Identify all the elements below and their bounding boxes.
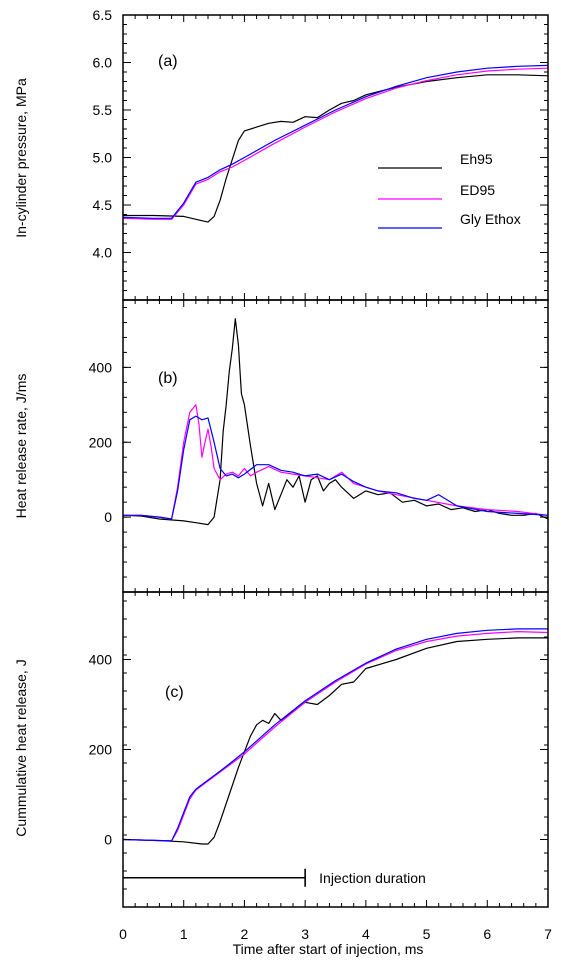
x-tick-label: 6 [483, 926, 491, 942]
y-tick-label: 400 [89, 652, 113, 668]
legend-label: Gly Ethox [460, 211, 521, 227]
series-line-ed95-panel-2 [123, 404, 548, 520]
series-line-eh95-panel-2 [123, 318, 548, 526]
y-axis-label-panel-1: In-cylinder pressure, MPa [13, 78, 29, 238]
axes-layer [122, 14, 549, 908]
series-line-gly-ethox-panel-1 [123, 64, 548, 219]
y-tick-label: 6.5 [93, 7, 113, 23]
series-line-ed95-panel-3 [123, 630, 548, 842]
x-tick-label: 3 [301, 926, 309, 942]
series-layer [123, 64, 548, 845]
y-axis-label-panel-2: Heat release rate, J/ms [13, 374, 29, 519]
text-layer: Time after start of injection, ms 4.0 4.5… [13, 7, 552, 957]
y-tick-label: 4.5 [93, 197, 113, 213]
x-tick-label: 4 [362, 926, 370, 942]
y-tick-label: 4.0 [93, 245, 113, 261]
y-tick-label: 400 [89, 359, 113, 375]
series-line-eh95-panel-3 [123, 637, 548, 845]
y-tick-label: 5.0 [93, 150, 113, 166]
y-tick-label: 5.5 [93, 102, 113, 118]
x-tick-label: 1 [180, 926, 188, 942]
y-tick-label: 6.0 [93, 55, 113, 71]
series-line-ed95-panel-1 [123, 67, 548, 220]
panel-label: (a) [158, 53, 178, 70]
y-axis-label-panel-3: Cummulative heat release, J [13, 659, 29, 836]
y-tick-label: 0 [104, 832, 112, 848]
series-line-gly-ethox-panel-2 [123, 415, 548, 520]
panel-frame-2 [122, 299, 549, 593]
x-tick-label: 5 [423, 926, 431, 942]
y-tick-label: 0 [104, 509, 112, 525]
x-tick-label: 7 [544, 926, 552, 942]
series-line-gly-ethox-panel-3 [123, 628, 548, 842]
panel-label: (b) [158, 370, 178, 387]
y-tick-label: 200 [89, 742, 113, 758]
y-tick-label: 200 [89, 434, 113, 450]
x-axis-label: Time after start of injection, ms [233, 941, 424, 957]
injection-duration-label: Injection duration [319, 870, 426, 886]
x-tick-label: 0 [119, 926, 127, 942]
x-tick-label: 2 [241, 926, 249, 942]
legend-label: ED95 [460, 182, 495, 198]
panel-label: (c) [165, 684, 184, 701]
legend-label: Eh95 [460, 151, 493, 167]
